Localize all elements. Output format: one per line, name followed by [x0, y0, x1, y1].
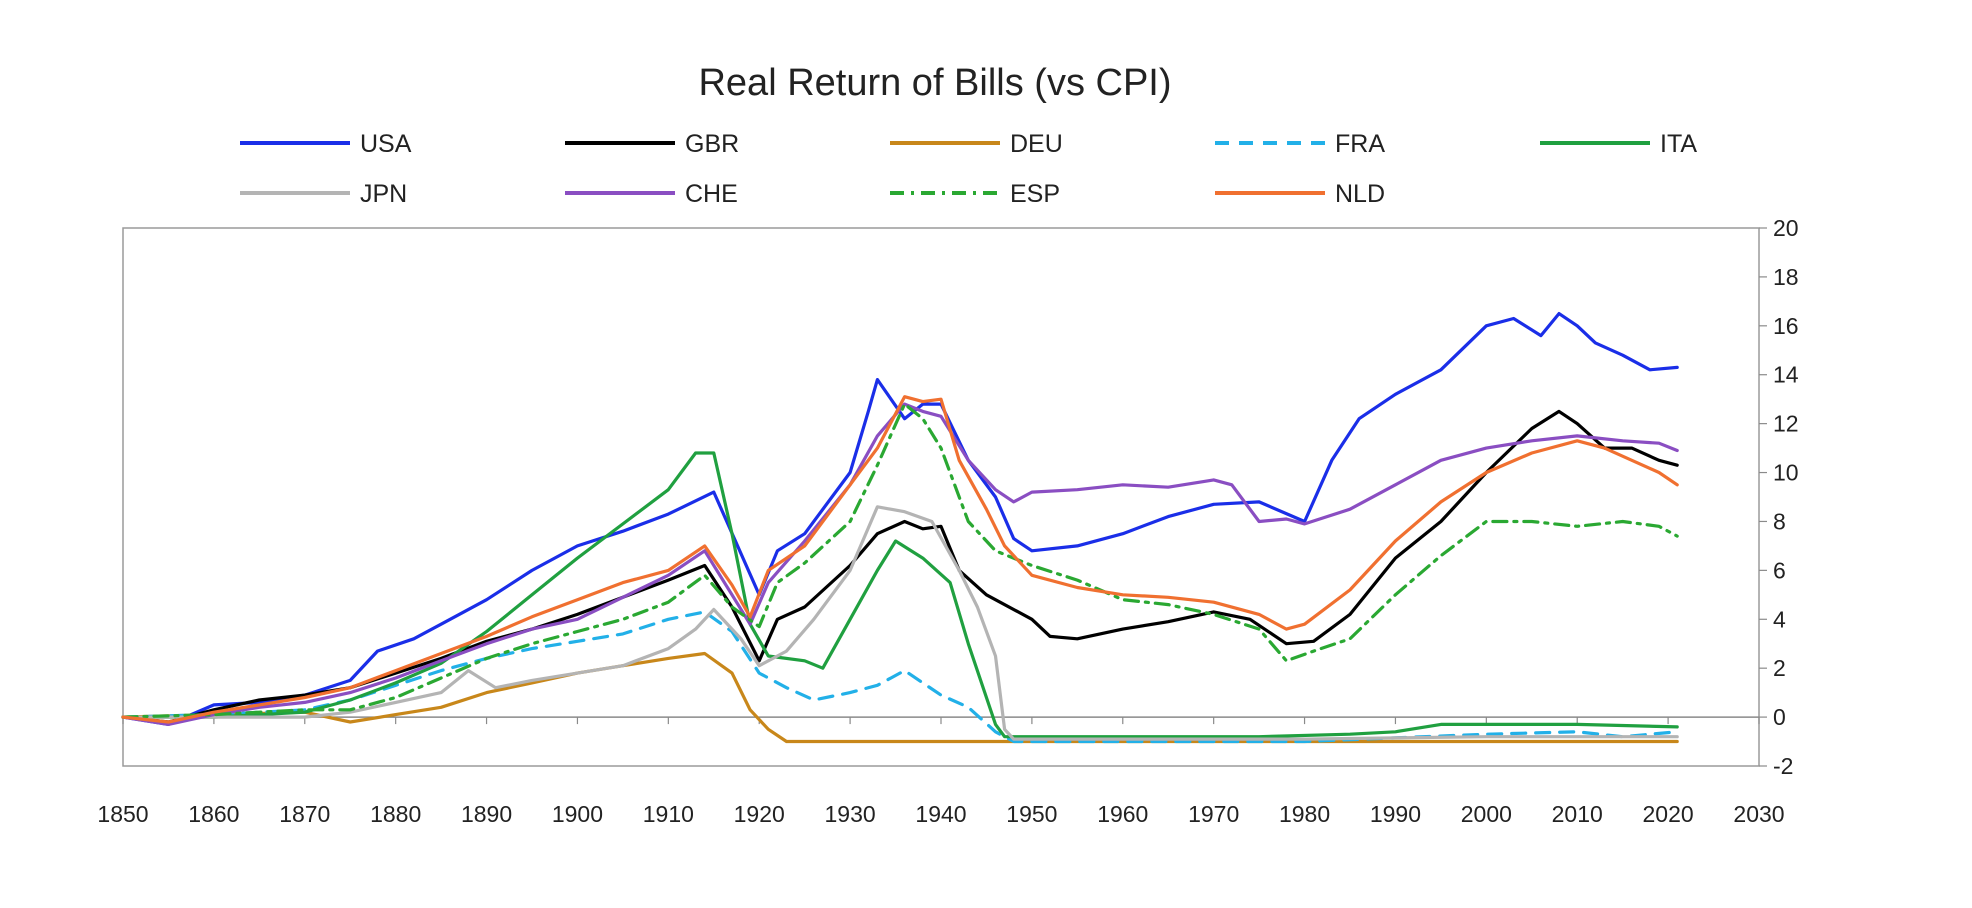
legend-item-usa: USA — [240, 130, 412, 158]
legend-item-jpn: JPN — [240, 180, 407, 208]
y-axis: -2 0 2 4 6 8 10 12 14 16 18 20 — [1759, 215, 1799, 779]
y-tick-label: 8 — [1773, 508, 1786, 534]
x-tick-label: 1990 — [1370, 801, 1421, 827]
y-tick-label: 6 — [1773, 557, 1786, 583]
legend-item-fra: FRA — [1215, 130, 1385, 158]
series-line-che — [121, 402, 1679, 726]
series-line-jpn — [121, 505, 1679, 741]
legend-label: FRA — [1335, 130, 1385, 158]
x-tick-label: 1900 — [552, 801, 603, 827]
y-tick-label: 2 — [1773, 655, 1786, 681]
x-tick-label: 1920 — [734, 801, 785, 827]
y-tick-label: 14 — [1773, 362, 1799, 388]
x-tick-label: 2010 — [1552, 801, 1603, 827]
y-tick-label: 0 — [1773, 704, 1786, 730]
x-tick-label: 1960 — [1097, 801, 1148, 827]
legend-label: CHE — [685, 180, 738, 208]
x-tick-label: 1860 — [188, 801, 239, 827]
series-line-fra — [121, 610, 1679, 744]
legend: USA GBR DEU FRA ITA JPN CHE ESP NLD — [240, 130, 1697, 208]
y-tick-label: 18 — [1773, 264, 1799, 290]
y-tick-label: -2 — [1773, 753, 1793, 779]
legend-item-esp: ESP — [890, 180, 1060, 208]
legend-item-gbr: GBR — [565, 130, 739, 158]
y-tick-label: 12 — [1773, 411, 1799, 437]
legend-item-deu: DEU — [890, 130, 1063, 158]
legend-item-ita: ITA — [1540, 130, 1697, 158]
x-tick-label: 1850 — [97, 801, 148, 827]
series-line-ita — [121, 451, 1679, 739]
x-tick-label: 2030 — [1733, 801, 1784, 827]
y-tick-label: 4 — [1773, 606, 1786, 632]
x-tick-label: 1950 — [1006, 801, 1057, 827]
x-tick-label: 1910 — [643, 801, 694, 827]
legend-label: DEU — [1010, 130, 1063, 158]
x-axis: 1850 1860 1870 1880 1890 1900 1910 1920 1930 1940… — [97, 717, 1785, 827]
chart-title: Real Return of Bills (vs CPI) — [698, 62, 1171, 104]
legend-label: ESP — [1010, 180, 1060, 208]
legend-item-che: CHE — [565, 180, 738, 208]
y-tick-label: 16 — [1773, 313, 1799, 339]
legend-label: ITA — [1660, 130, 1697, 158]
legend-label: JPN — [360, 180, 407, 208]
x-tick-label: 1940 — [915, 801, 966, 827]
x-tick-label: 1930 — [825, 801, 876, 827]
x-tick-label: 1970 — [1188, 801, 1239, 827]
legend-item-nld: NLD — [1215, 180, 1385, 208]
series-line-esp — [121, 402, 1679, 719]
y-tick-label: 20 — [1773, 215, 1799, 241]
series-line-nld — [121, 395, 1679, 724]
x-tick-label: 1870 — [279, 801, 330, 827]
x-tick-label: 2020 — [1643, 801, 1694, 827]
legend-label: USA — [360, 130, 412, 158]
legend-label: GBR — [685, 130, 739, 158]
x-tick-label: 2000 — [1461, 801, 1512, 827]
x-tick-label: 1890 — [461, 801, 512, 827]
x-tick-label: 1980 — [1279, 801, 1330, 827]
series-layer — [121, 312, 1679, 744]
y-tick-label: 10 — [1773, 460, 1799, 486]
x-tick-label: 1880 — [370, 801, 421, 827]
legend-label: NLD — [1335, 180, 1385, 208]
